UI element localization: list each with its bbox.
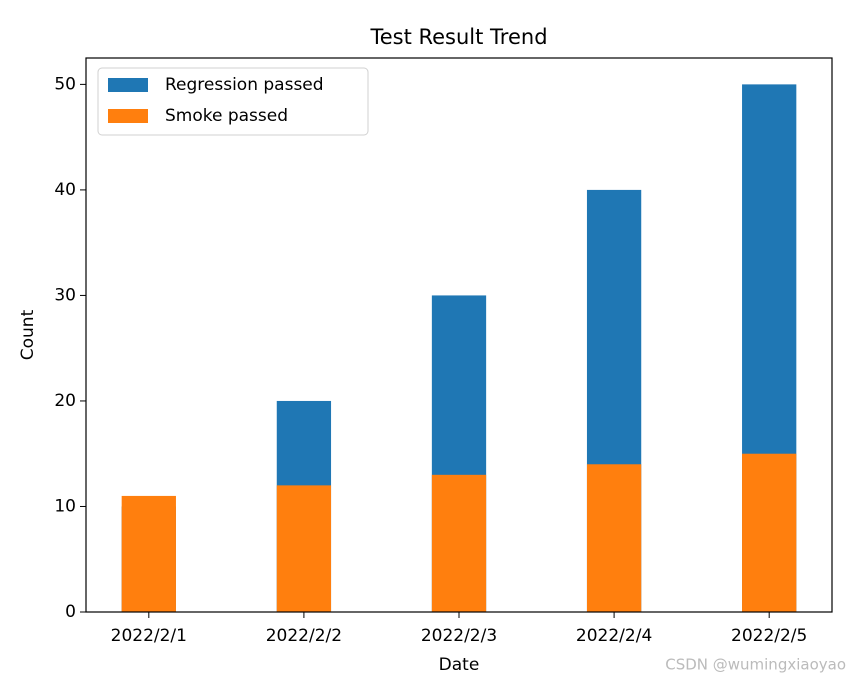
- y-tick-label: 30: [54, 285, 76, 305]
- legend-box: [97, 67, 369, 136]
- legend-swatch: [108, 109, 148, 123]
- y-tick-label: 40: [54, 180, 76, 200]
- x-tick-label: 2022/2/3: [421, 626, 497, 646]
- y-tick-label: 0: [65, 602, 76, 622]
- bar: [431, 474, 487, 612]
- y-tick-label: 10: [54, 496, 76, 516]
- y-tick-label: 50: [54, 74, 76, 94]
- bar: [276, 485, 332, 612]
- bar: [742, 453, 797, 612]
- x-tick-label: 2022/2/1: [111, 626, 187, 646]
- y-tick-label: 20: [54, 391, 76, 411]
- x-tick-label: 2022/2/2: [266, 626, 342, 646]
- bar: [586, 464, 642, 612]
- bar: [121, 495, 176, 612]
- legend-label: Regression passed: [165, 75, 324, 95]
- x-axis-label: Date: [439, 655, 480, 675]
- x-tick-label: 2022/2/5: [731, 626, 807, 646]
- legend-label: Smoke passed: [165, 106, 288, 126]
- y-axis-label: Count: [18, 309, 38, 360]
- legend-swatch: [108, 78, 148, 92]
- chart-title: Test Result Trend: [369, 25, 547, 49]
- x-tick-label: 2022/2/4: [576, 626, 652, 646]
- watermark: CSDN @wumingxiaoyao: [665, 656, 846, 674]
